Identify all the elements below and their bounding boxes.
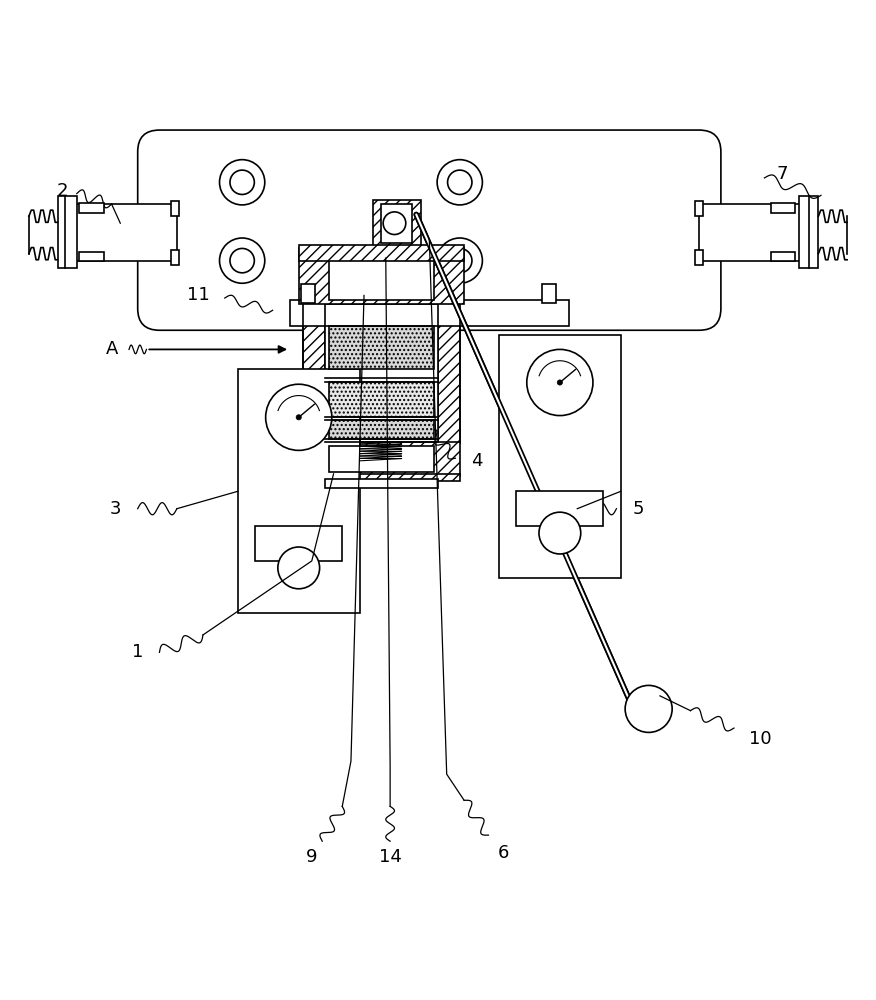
Bar [299, 248, 464, 304]
Circle shape [220, 238, 265, 283]
Bar [303, 304, 325, 443]
Bar [542, 284, 556, 303]
Bar [171, 250, 180, 265]
Circle shape [278, 547, 320, 589]
Text: 7: 7 [776, 165, 788, 183]
Circle shape [448, 248, 472, 273]
Bar [329, 382, 434, 417]
Bar [80, 252, 103, 261]
Text: 3: 3 [110, 500, 122, 518]
Text: 4: 4 [471, 452, 483, 470]
Circle shape [526, 349, 593, 416]
Text: A: A [105, 340, 117, 358]
Bar [303, 442, 460, 476]
Bar [329, 256, 434, 300]
Text: 10: 10 [749, 730, 772, 748]
Bar [237, 369, 360, 613]
Circle shape [230, 170, 254, 194]
Bar [325, 304, 438, 443]
Circle shape [383, 212, 406, 235]
Circle shape [437, 160, 483, 205]
Text: 6: 6 [498, 844, 509, 862]
Bar [290, 300, 569, 326]
Circle shape [539, 512, 581, 554]
FancyBboxPatch shape [138, 130, 721, 330]
Text: 11: 11 [187, 286, 210, 304]
Circle shape [625, 685, 672, 732]
Circle shape [296, 415, 301, 420]
Bar [771, 252, 795, 261]
Circle shape [230, 248, 254, 273]
Bar [80, 203, 103, 213]
Bar [771, 203, 795, 213]
Bar [73, 204, 177, 261]
Bar [699, 204, 803, 261]
Text: 2: 2 [56, 182, 67, 200]
Bar [303, 474, 460, 481]
Bar [438, 304, 460, 443]
Circle shape [437, 238, 483, 283]
Circle shape [448, 170, 472, 194]
Bar [325, 479, 438, 488]
Bar [695, 250, 703, 265]
Text: 14: 14 [378, 848, 401, 866]
Text: 9: 9 [306, 848, 317, 866]
Bar [58, 196, 77, 268]
Bar [695, 201, 703, 216]
Bar [171, 201, 180, 216]
Text: 5: 5 [632, 500, 644, 518]
Bar [329, 420, 434, 439]
Bar [372, 200, 420, 248]
Circle shape [220, 160, 265, 205]
Bar [255, 526, 343, 561]
Bar [516, 491, 604, 526]
Bar [329, 326, 434, 369]
Circle shape [557, 380, 562, 385]
Bar [499, 335, 621, 578]
Bar [381, 204, 412, 243]
Bar [299, 245, 464, 261]
Bar [799, 196, 818, 268]
Circle shape [265, 384, 332, 450]
Bar [301, 284, 315, 303]
Text: 1: 1 [132, 643, 144, 661]
Bar [329, 446, 434, 472]
